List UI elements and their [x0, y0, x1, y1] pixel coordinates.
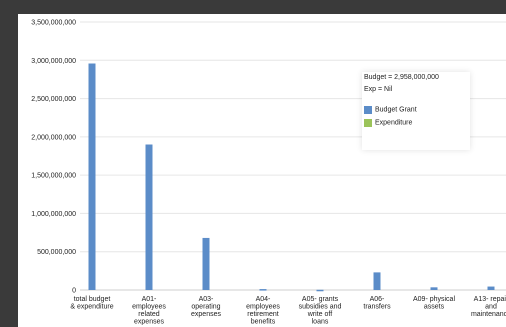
legend-item-budget-grant[interactable]: Budget Grant	[364, 106, 417, 115]
y-axis-ticks: 0 500,000,000 1,000,000,000 1,500,000,000 2,…	[31, 20, 76, 295]
bar[interactable]	[373, 272, 381, 290]
tooltip-budget-value: Budget = 2,958,000,000	[364, 74, 439, 81]
bar[interactable]	[88, 63, 96, 291]
legend-item-expenditure[interactable]: Expenditure	[364, 119, 412, 128]
chart-panel: 0 500,000,000 1,000,000,000 1,500,000,000 2,…	[18, 14, 506, 327]
x-axis-categories: total budget & expenditure A01-employees re…	[70, 296, 506, 326]
y-tick-label: 500,000,000	[37, 249, 76, 256]
y-tick-label: 3,000,000,000	[31, 58, 76, 65]
y-tick-label: 0	[72, 288, 76, 295]
legend-swatch-expenditure	[364, 119, 372, 127]
budget-chart: 0 500,000,000 1,000,000,000 1,500,000,000 2,…	[31, 20, 506, 326]
x-category-label: A04-employees retirement benefits	[246, 296, 280, 326]
x-category-label: total budget & expenditure	[70, 296, 113, 311]
bar[interactable]	[430, 287, 438, 290]
x-category-label: A03-operating expenses	[191, 296, 221, 318]
bar[interactable]	[145, 144, 153, 290]
y-tick-label: 1,500,000,000	[31, 173, 76, 180]
y-tick-label: 1,000,000,000	[31, 211, 76, 218]
bar[interactable]	[316, 289, 324, 292]
x-category-label: A06-transfers	[363, 296, 391, 311]
tooltip-expenditure-value: Exp = Nil	[364, 86, 393, 93]
legend-label-expenditure: Expenditure	[375, 119, 413, 127]
y-tick-label: 2,500,000,000	[31, 96, 76, 103]
y-tick-label: 2,000,000,000	[31, 134, 76, 141]
y-tick-label: 3,500,000,000	[31, 20, 76, 27]
legend-swatch-budget-grant	[364, 106, 372, 114]
bars	[88, 63, 495, 292]
tooltip-legend: Budget = 2,958,000,000 Exp = Nil Budget …	[362, 72, 470, 150]
x-category-label: A13- repairandmaintenance	[471, 296, 506, 318]
bar[interactable]	[259, 289, 267, 291]
x-category-label: A05- grants subsidies and write off loans	[299, 296, 342, 326]
x-category-label: A09- physical assets	[413, 296, 455, 311]
bar[interactable]	[487, 286, 495, 290]
x-category-label: A01-employees related expenses	[132, 296, 166, 326]
legend-label-budget-grant: Budget Grant	[375, 106, 417, 114]
bar[interactable]	[202, 237, 210, 290]
